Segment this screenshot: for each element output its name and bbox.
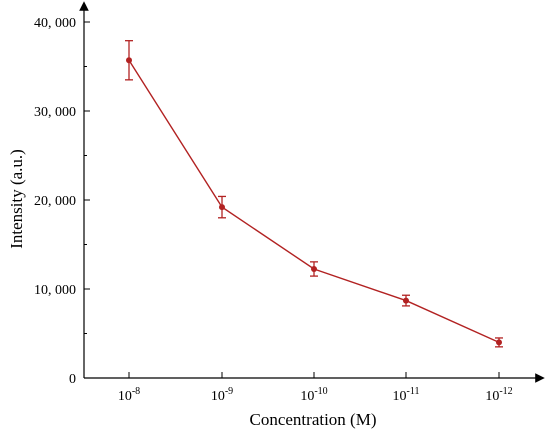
y-tick-label: 40, 000 bbox=[34, 16, 76, 31]
data-point bbox=[311, 265, 317, 272]
x-axis-title: Concentration (M) bbox=[250, 410, 377, 429]
y-axis-title: Intensity (a.u.) bbox=[7, 149, 26, 249]
series bbox=[125, 40, 503, 348]
data-point bbox=[403, 297, 409, 304]
series-line bbox=[128, 59, 500, 344]
axes bbox=[79, 1, 545, 383]
x-tick-label: 10-10 bbox=[300, 386, 327, 404]
x-tick-label: 10-8 bbox=[118, 386, 140, 404]
y-tick-label: 20, 000 bbox=[34, 194, 76, 209]
data-point bbox=[219, 204, 225, 211]
y-tick-label: 10, 000 bbox=[34, 283, 76, 298]
data-point bbox=[496, 339, 502, 346]
x-tick-label: 10-12 bbox=[485, 386, 512, 404]
data-point bbox=[126, 57, 132, 64]
x-tick-label: 10-11 bbox=[393, 386, 420, 404]
x-tick-label: 10-9 bbox=[211, 386, 233, 404]
ticks: 0 10, 000 20, 000 30, 000 40, 000 10-8 10-9 10-… bbox=[34, 16, 513, 404]
y-tick-label: 0 bbox=[69, 372, 76, 387]
y-tick-label: 30, 000 bbox=[34, 105, 76, 120]
